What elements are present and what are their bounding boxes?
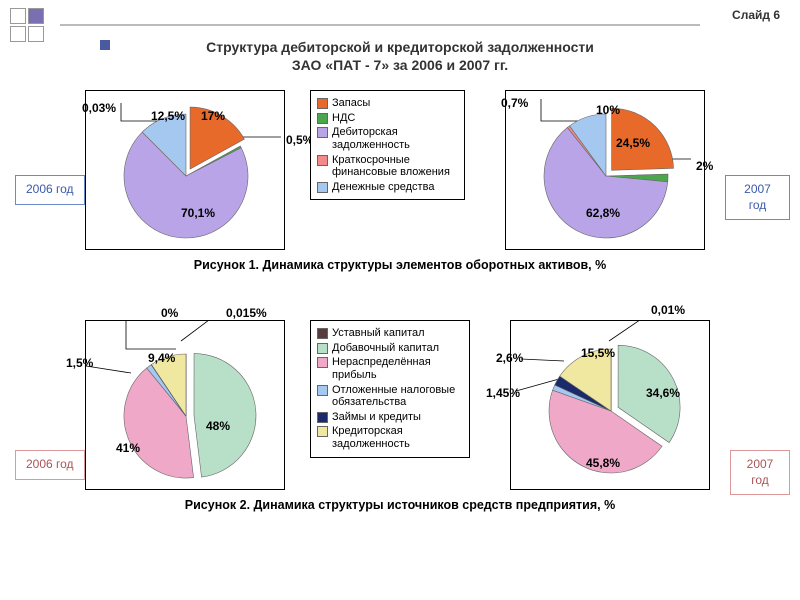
legend-label: Краткосрочные финансовые вложения	[332, 154, 458, 179]
legend-swatch-icon	[317, 155, 328, 166]
slide-number: Слайд 6	[732, 8, 780, 22]
legend-item: Запасы	[317, 97, 458, 110]
title-line-2: ЗАО «ПАТ - 7» за 2006 и 2007 гг.	[292, 57, 508, 73]
pie-slice-label: 2,6%	[496, 351, 523, 365]
legend-item: Нераспределённая прибыль	[317, 356, 463, 381]
pie-slice-label: 0,015%	[226, 306, 267, 320]
legend-label: Запасы	[332, 97, 370, 110]
legend-swatch-icon	[317, 412, 328, 423]
legend-label: Нераспределённая прибыль	[332, 356, 463, 381]
legend-swatch-icon	[317, 113, 328, 124]
legend-item: Займы и кредиты	[317, 411, 463, 424]
pie-slice-label: 1,45%	[486, 386, 520, 400]
legend-label: НДС	[332, 112, 355, 125]
year-tag-2007-b: 2007 год	[730, 450, 790, 495]
pie-2006-sources: 0,015%48%41%1,5%0%9,4%	[85, 320, 285, 490]
pie-slice-label: 0,03%	[82, 101, 116, 115]
pie-slice-label: 45,8%	[586, 456, 620, 470]
legend-label: Займы и кредиты	[332, 411, 421, 424]
legend-item: Кредиторская задолженность	[317, 425, 463, 450]
legend-swatch-icon	[317, 343, 328, 354]
pie-slice-label: 9,4%	[148, 351, 175, 365]
pie-slice-label: 10%	[596, 103, 620, 117]
legend-item: Уставный капитал	[317, 327, 463, 340]
pie-slice-label: 1,5%	[66, 356, 93, 370]
figure-1-row: 17%0,5%70,1%0,03%12,5% ЗапасыНДСДебиторс…	[10, 80, 790, 260]
legend-item: Добавочный капитал	[317, 342, 463, 355]
legend-swatch-icon	[317, 98, 328, 109]
year-tag-2006: 2006 год	[15, 175, 85, 205]
main-title: Структура дебиторской и кредиторской зад…	[100, 38, 700, 74]
title-line-1: Структура дебиторской и кредиторской зад…	[206, 39, 594, 55]
legend-label: Кредиторская задолженность	[332, 425, 463, 450]
legend-swatch-icon	[317, 127, 328, 138]
legend-item: НДС	[317, 112, 458, 125]
title-bullet-icon	[100, 40, 110, 50]
header-decor	[10, 8, 700, 42]
legend-label: Дебиторская задолженность	[332, 126, 458, 151]
year-tag-2007: 2007 год	[725, 175, 790, 220]
legend-item: Краткосрочные финансовые вложения	[317, 154, 458, 179]
pie-2006-assets: 17%0,5%70,1%0,03%12,5%	[85, 90, 285, 250]
pie-slice-label: 0%	[161, 306, 178, 320]
legend-swatch-icon	[317, 426, 328, 437]
pie-slice-label: 48%	[206, 419, 230, 433]
legend-label: Уставный капитал	[332, 327, 425, 340]
pie-slice-label: 41%	[116, 441, 140, 455]
pie-slice-label: 12,5%	[151, 109, 185, 123]
legend-swatch-icon	[317, 182, 328, 193]
legend-label: Добавочный капитал	[332, 342, 439, 355]
pie-slice-label: 34,6%	[646, 386, 680, 400]
legend-sources: Уставный капитал Добавочный капиталНерасп…	[310, 320, 470, 458]
year-tag-2006-b: 2006 год	[15, 450, 85, 480]
legend-swatch-icon	[317, 385, 328, 396]
pie-slice-label: 70,1%	[181, 206, 215, 220]
legend-assets: Запасы НДСДебиторская задолженность Кратко…	[310, 90, 465, 200]
pie-slice-label: 15,5%	[581, 346, 615, 360]
pie-slice-label: 17%	[201, 109, 225, 123]
pie-slice-label: 62,8%	[586, 206, 620, 220]
legend-item: Денежные средства	[317, 181, 458, 194]
legend-item: Дебиторская задолженность	[317, 126, 458, 151]
legend-label: Денежные средства	[332, 181, 434, 194]
pie-slice-label: 0,7%	[501, 96, 528, 110]
legend-label: Отложенные налоговые обязательства	[332, 384, 463, 409]
pie-slice-label: 0,01%	[651, 303, 685, 317]
pie-slice-label: 2%	[696, 159, 713, 173]
caption-2: Рисунок 2. Динамика структуры источников…	[10, 498, 790, 512]
pie-2007-sources: 0,01%34,6%45,8%1,45%2,6%15,5%	[510, 320, 710, 490]
pie-slice-label: 24,5%	[616, 136, 650, 150]
legend-item: Отложенные налоговые обязательства	[317, 384, 463, 409]
legend-swatch-icon	[317, 328, 328, 339]
pie-2007-assets: 24,5%2%62,8%0,7%10%	[505, 90, 705, 250]
caption-1: Рисунок 1. Динамика структуры элементов …	[10, 258, 790, 272]
legend-swatch-icon	[317, 357, 328, 368]
figure-2-row: 0,015% 48% 41% 1,5% 0% 9,4% Уставный капитал Д…	[10, 300, 790, 510]
